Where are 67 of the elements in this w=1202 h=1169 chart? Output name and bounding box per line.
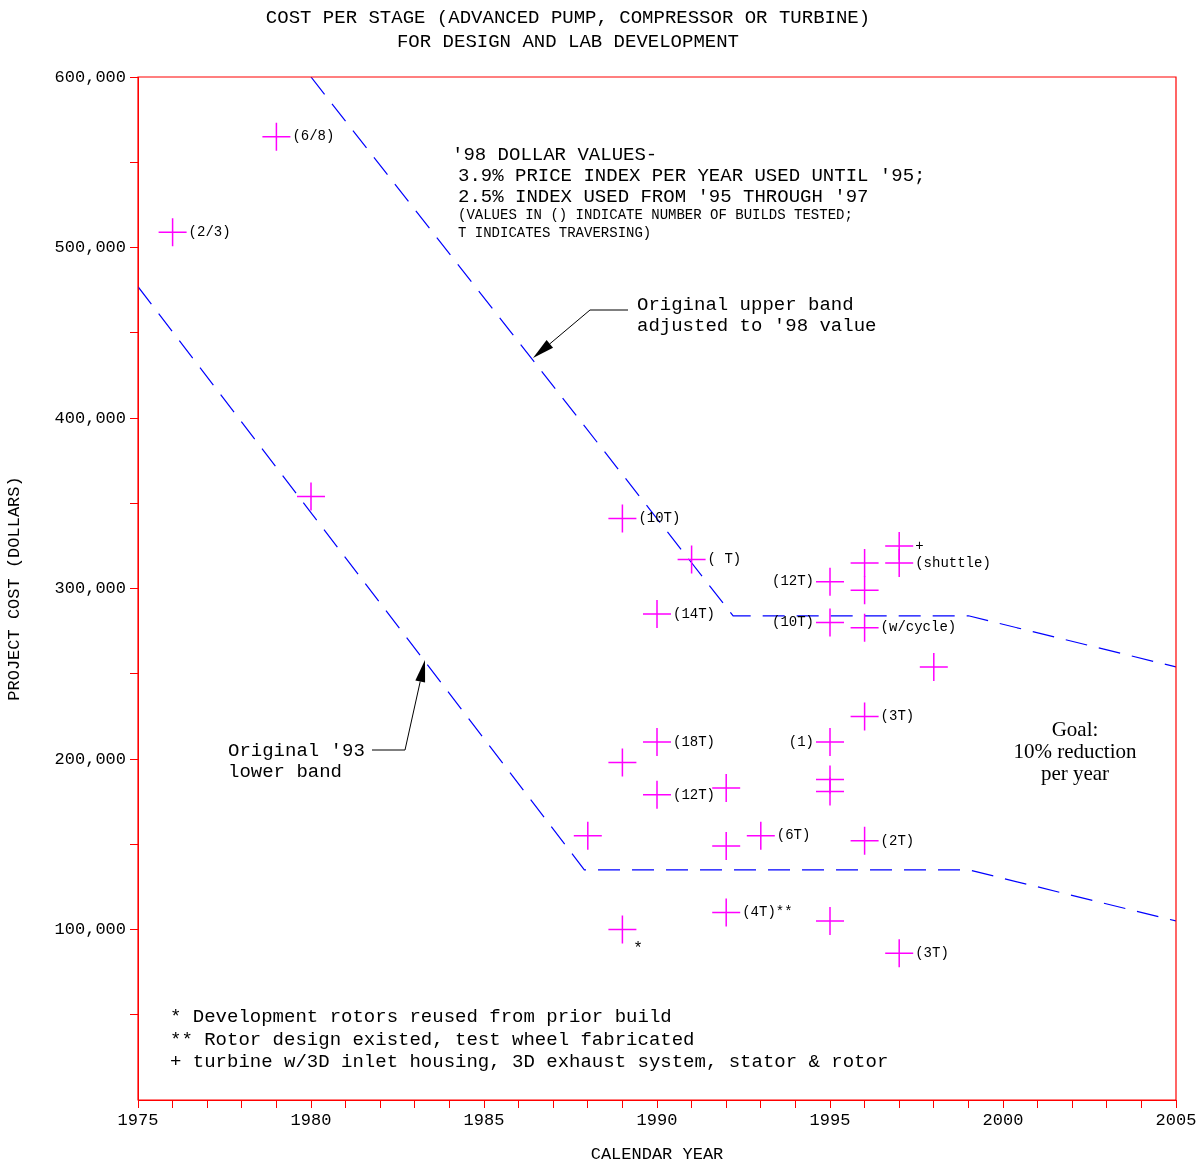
annotation: (1) bbox=[788, 733, 814, 750]
annotation: (14T) bbox=[673, 605, 716, 622]
point bbox=[850, 826, 879, 855]
point bbox=[643, 600, 671, 629]
x-tick-label: 1975 bbox=[117, 1110, 159, 1130]
annotation: (shuttle) bbox=[915, 554, 991, 571]
annotation: (18T) bbox=[673, 733, 716, 750]
annotation: (4T)** bbox=[742, 904, 793, 921]
point bbox=[816, 777, 844, 806]
annotation: + turbine w/3D inlet housing, 3D exhaust system, stator & rotor bbox=[170, 1051, 889, 1074]
y-axis-title: PROJECT COST (DOLLARS) bbox=[4, 476, 24, 701]
annotation: (6T) bbox=[776, 827, 811, 844]
point bbox=[643, 780, 671, 809]
x-tick-label: 1985 bbox=[463, 1110, 505, 1130]
point bbox=[850, 576, 879, 605]
x-tick-label: 1990 bbox=[636, 1110, 678, 1130]
y-tick-label: 300,000 bbox=[54, 579, 126, 598]
annotation: (w/cycle) bbox=[880, 619, 957, 636]
annotation: 3.9% PRICE INDEX PER YEAR USED UNTIL '95; bbox=[458, 165, 926, 188]
y-tick-label: 600,000 bbox=[54, 67, 126, 87]
annotation: Original upper band adjusted to '98 value bbox=[637, 294, 877, 338]
point bbox=[712, 773, 741, 802]
point bbox=[816, 727, 844, 756]
annotation: (2T) bbox=[880, 832, 915, 849]
y-tick-label: 100,000 bbox=[54, 920, 126, 939]
chart-title: COST PER STAGE (ADVANCED PUMP, COMPRESSOR OR TURBINE) bbox=[265, 7, 871, 30]
x-tick-label: 1980 bbox=[290, 1110, 332, 1130]
point bbox=[746, 821, 775, 850]
annotation: Original '93 lower band bbox=[228, 740, 365, 784]
annotation: (10T) bbox=[771, 614, 814, 631]
point bbox=[712, 898, 741, 927]
point bbox=[885, 939, 914, 968]
x-axis-title: CALENDAR YEAR bbox=[590, 1145, 724, 1165]
x-tick-label: 1995 bbox=[809, 1110, 851, 1130]
point bbox=[643, 727, 671, 756]
annotation: T INDICATES TRAVERSING) bbox=[458, 224, 652, 241]
point bbox=[158, 218, 187, 247]
annotation: '98 DOLLAR VALUES- bbox=[452, 144, 658, 167]
annotation: (2/3) bbox=[188, 223, 231, 240]
point bbox=[712, 831, 741, 860]
annotation: 2.5% INDEX USED FROM '95 THROUGH '97 bbox=[458, 186, 869, 209]
point bbox=[816, 608, 844, 637]
y-tick-label: 200,000 bbox=[54, 749, 126, 769]
annotation: (12T) bbox=[771, 573, 814, 590]
annotation: (6/8) bbox=[292, 128, 335, 145]
annotation: Goal: 10% reduction per year bbox=[1013, 716, 1138, 785]
annotation: * bbox=[633, 940, 643, 959]
point bbox=[816, 567, 844, 596]
point bbox=[573, 821, 602, 850]
annotation: (3T) bbox=[915, 945, 949, 962]
annotation: + bbox=[915, 537, 924, 554]
x-tick-label: 2000 bbox=[982, 1110, 1024, 1130]
point bbox=[816, 906, 844, 935]
point bbox=[919, 652, 948, 681]
point bbox=[885, 548, 914, 577]
annotation: * Development rotors reused from prior build bbox=[170, 1006, 672, 1029]
annotation: (3T) bbox=[880, 708, 915, 725]
chart-subtitle: FOR DESIGN AND LAB DEVELOPMENT bbox=[396, 31, 740, 54]
x-tick-label: 2005 bbox=[1155, 1110, 1197, 1130]
y-tick-label: 500,000 bbox=[54, 238, 126, 257]
annotation: (12T) bbox=[673, 786, 716, 803]
annotation: (VALUES IN () INDICATE NUMBER OF BUILDS TESTED; bbox=[458, 206, 853, 223]
y-tick-label: 400,000 bbox=[54, 408, 126, 428]
point bbox=[850, 548, 879, 577]
point bbox=[297, 482, 325, 511]
annotation: ( T) bbox=[707, 551, 742, 568]
annotation: ** Rotor design existed, test wheel fabricated bbox=[170, 1029, 695, 1052]
